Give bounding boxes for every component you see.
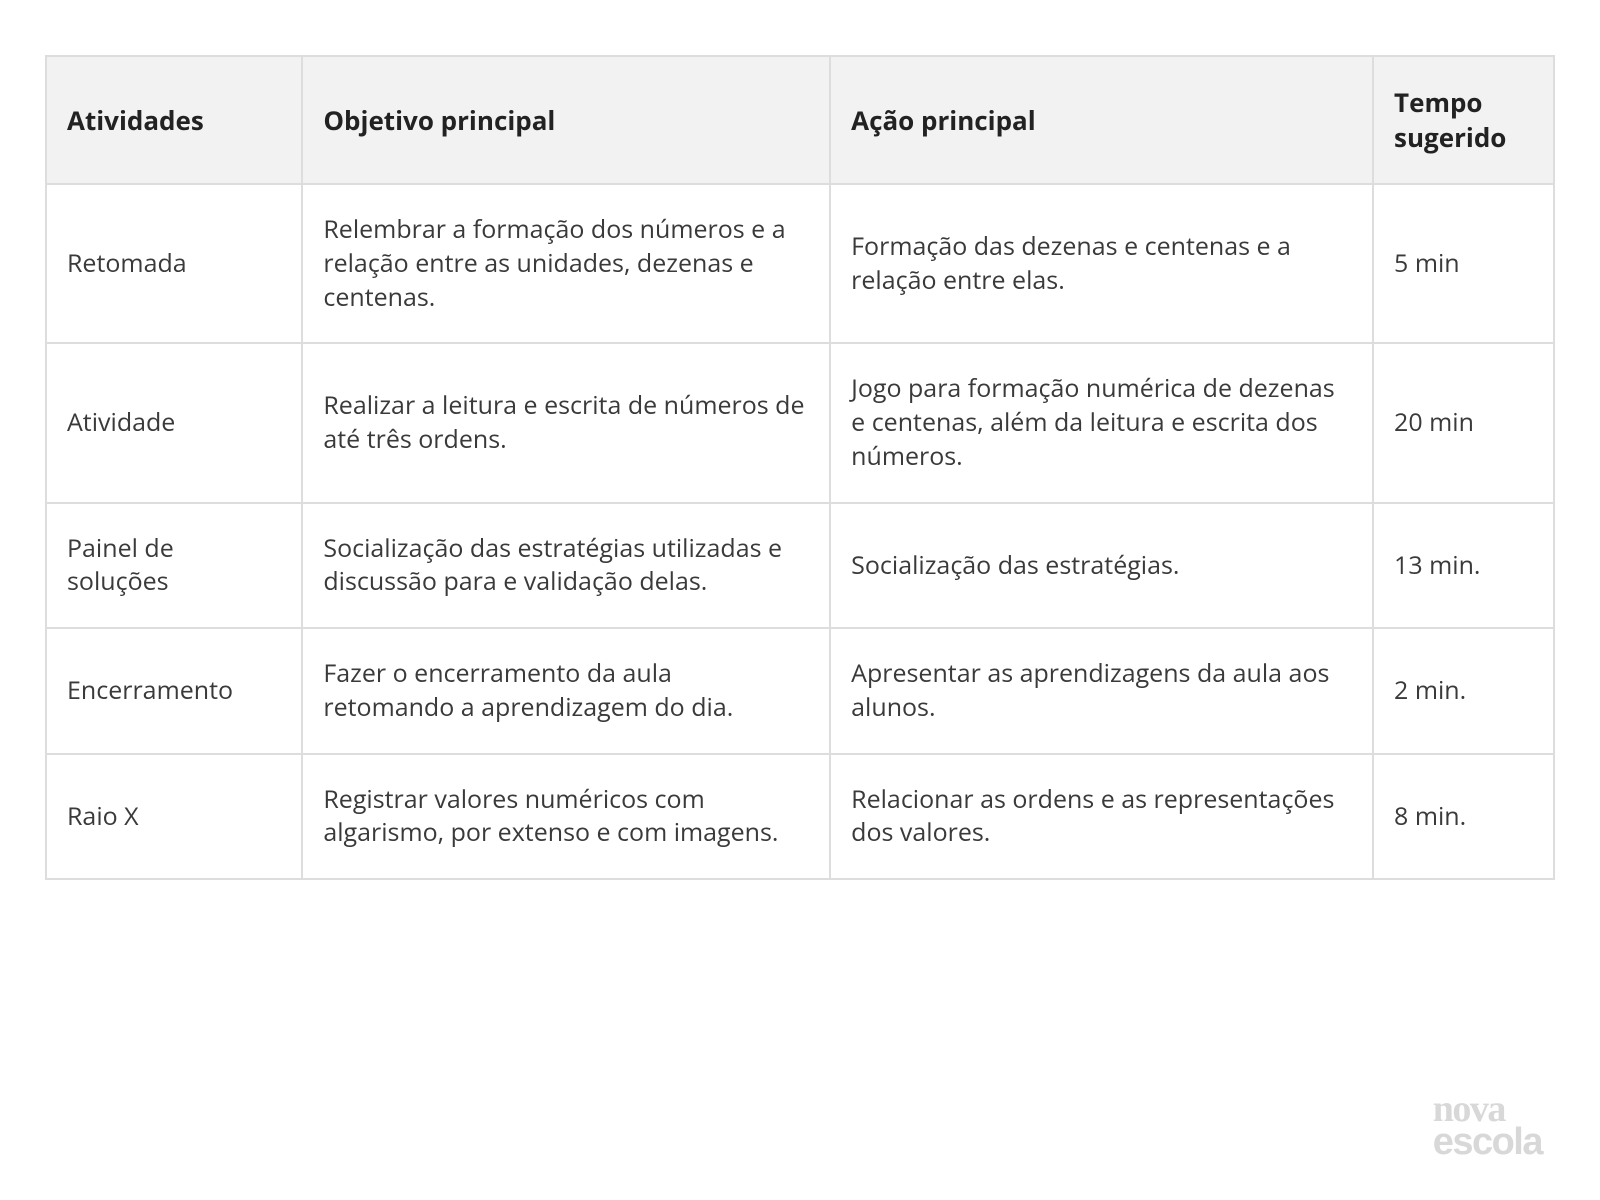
cell-tempo: 2 min. bbox=[1373, 628, 1554, 754]
cell-atividades: Encerramento bbox=[46, 628, 302, 754]
table-row: Encerramento Fazer o encerramento da aul… bbox=[46, 628, 1554, 754]
cell-atividades: Raio X bbox=[46, 754, 302, 880]
col-header-acao: Ação principal bbox=[830, 56, 1373, 184]
table-row: Atividade Realizar a leitura e escrita d… bbox=[46, 343, 1554, 502]
table-row: Raio X Registrar valores numéricos com a… bbox=[46, 754, 1554, 880]
cell-objetivo: Realizar a leitura e escrita de números … bbox=[302, 343, 830, 502]
cell-atividades: Atividade bbox=[46, 343, 302, 502]
col-header-objetivo: Objetivo principal bbox=[302, 56, 830, 184]
col-header-tempo: Tempo sugerido bbox=[1373, 56, 1554, 184]
cell-tempo: 8 min. bbox=[1373, 754, 1554, 880]
cell-acao: Socialização das estratégias. bbox=[830, 503, 1373, 629]
table-row: Painel de soluções Socialização das estr… bbox=[46, 503, 1554, 629]
cell-acao: Relacionar as ordens e as representações… bbox=[830, 754, 1373, 880]
cell-objetivo: Fazer o encerramento da aula retomando a… bbox=[302, 628, 830, 754]
table-header-row: Atividades Objetivo principal Ação princ… bbox=[46, 56, 1554, 184]
cell-tempo: 20 min bbox=[1373, 343, 1554, 502]
logo-line-2: escola bbox=[1433, 1126, 1542, 1158]
nova-escola-logo: nova escola bbox=[1433, 1093, 1542, 1158]
cell-tempo: 5 min bbox=[1373, 184, 1554, 343]
table-row: Retomada Relembrar a formação dos número… bbox=[46, 184, 1554, 343]
cell-objetivo: Relembrar a formação dos números e a rel… bbox=[302, 184, 830, 343]
cell-acao: Formação das dezenas e centenas e a rela… bbox=[830, 184, 1373, 343]
cell-atividades: Retomada bbox=[46, 184, 302, 343]
lesson-plan-table: Atividades Objetivo principal Ação princ… bbox=[45, 55, 1555, 880]
cell-tempo: 13 min. bbox=[1373, 503, 1554, 629]
cell-objetivo: Registrar valores numéricos com algarism… bbox=[302, 754, 830, 880]
col-header-atividades: Atividades bbox=[46, 56, 302, 184]
cell-acao: Apresentar as aprendizagens da aula aos … bbox=[830, 628, 1373, 754]
cell-objetivo: Socialização das estratégias utilizadas … bbox=[302, 503, 830, 629]
cell-atividades: Painel de soluções bbox=[46, 503, 302, 629]
cell-acao: Jogo para formação numérica de dezenas e… bbox=[830, 343, 1373, 502]
